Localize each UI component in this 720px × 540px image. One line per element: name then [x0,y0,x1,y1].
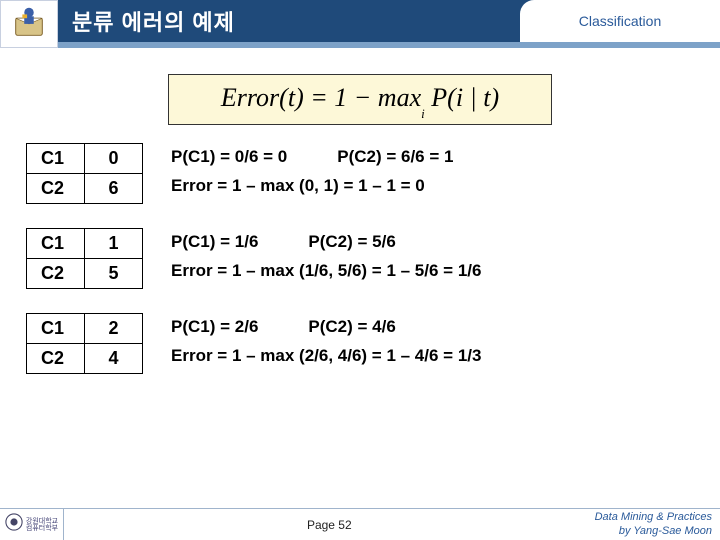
table-row: C1 0 [27,144,143,174]
prob-c2: P(C2) = 5/6 [308,228,395,257]
footer-logo-box: 강원대학교 컴퓨터학부 [0,509,64,540]
class-value: 2 [85,314,143,344]
example-blocks: C1 0 C2 6 P(C1) = 0/6 = 0 P(C2) = 6/6 = … [0,143,720,374]
header-label-box: Classification [520,0,720,42]
example-block: C1 0 C2 6 P(C1) = 0/6 = 0 P(C2) = 6/6 = … [26,143,694,204]
error-line: Error = 1 – max (1/6, 5/6) = 1 – 5/6 = 1… [171,257,694,286]
formula-text: Error(t) = 1 − maxi P(i | t) [221,83,499,112]
university-logo-icon [5,513,23,536]
slide-header: 분류 에러의 예제 Classification [0,0,720,48]
table-row: C2 6 [27,174,143,204]
prob-c1: P(C1) = 1/6 [171,228,258,257]
class-label: C2 [27,259,85,289]
header-title-bar: 분류 에러의 예제 Classification [58,0,720,48]
header-category-label: Classification [579,13,661,29]
class-count-table: C1 0 C2 6 [26,143,143,204]
class-label: C1 [27,144,85,174]
class-label: C2 [27,344,85,374]
logo-line2: 컴퓨터학부 [26,525,58,532]
calculation: P(C1) = 0/6 = 0 P(C2) = 6/6 = 1 Error = … [171,143,694,204]
table-row: C2 4 [27,344,143,374]
page-number: Page 52 [64,518,595,532]
class-count-table: C1 1 C2 5 [26,228,143,289]
table-row: C1 1 [27,229,143,259]
footer-credit: Data Mining & Practices by Yang-Sae Moon [595,511,720,537]
credit-line2: by Yang-Sae Moon [595,525,712,538]
example-block: C1 2 C2 4 P(C1) = 2/6 P(C2) = 4/6 Error … [26,313,694,374]
table-row: C1 2 [27,314,143,344]
formula-box: Error(t) = 1 − maxi P(i | t) [168,74,552,125]
prob-c1: P(C1) = 2/6 [171,313,258,342]
class-value: 6 [85,174,143,204]
class-value: 5 [85,259,143,289]
class-label: C1 [27,314,85,344]
error-line: Error = 1 – max (2/6, 4/6) = 1 – 4/6 = 1… [171,342,694,371]
class-count-table: C1 2 C2 4 [26,313,143,374]
footer-logo-text: 강원대학교 컴퓨터학부 [26,518,58,532]
header-icon-box [0,0,58,48]
calculation: P(C1) = 2/6 P(C2) = 4/6 Error = 1 – max … [171,313,694,374]
credit-line1: Data Mining & Practices [595,511,712,524]
slide-footer: 강원대학교 컴퓨터학부 Page 52 Data Mining & Practi… [0,508,720,540]
prob-c2: P(C2) = 6/6 = 1 [337,143,453,172]
calculation: P(C1) = 1/6 P(C2) = 5/6 Error = 1 – max … [171,228,694,289]
slide-title: 분류 에러의 예제 [72,5,235,37]
prob-c2: P(C2) = 4/6 [308,313,395,342]
class-value: 1 [85,229,143,259]
reader-icon [10,3,48,46]
prob-c1: P(C1) = 0/6 = 0 [171,143,287,172]
logo-line1: 강원대학교 [26,518,58,525]
class-label: C2 [27,174,85,204]
table-row: C2 5 [27,259,143,289]
example-block: C1 1 C2 5 P(C1) = 1/6 P(C2) = 5/6 Error … [26,228,694,289]
class-label: C1 [27,229,85,259]
error-line: Error = 1 – max (0, 1) = 1 – 1 = 0 [171,172,694,201]
class-value: 0 [85,144,143,174]
class-value: 4 [85,344,143,374]
